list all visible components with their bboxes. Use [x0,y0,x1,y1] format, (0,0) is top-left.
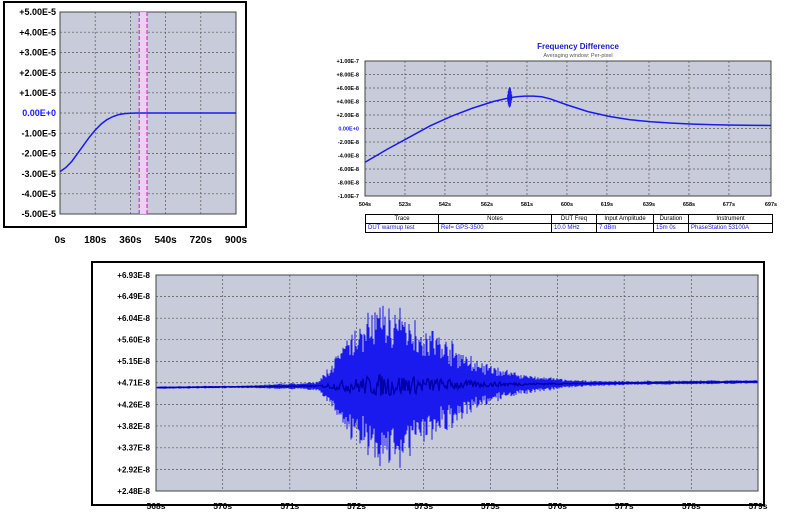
y-tick-label: -6.00E-8 [338,167,359,173]
trace-info-table: Trace Notes DUT Freq Input Amplitude Dur… [365,214,773,233]
y-tick-label: +1.00E-5 [19,88,56,98]
y-tick-label: +4.26E-8 [117,400,150,409]
info-header-duration: Duration [653,214,689,224]
info-notes: Ref= GPS-3500 [438,223,552,233]
x-tick-label: 572s [347,501,366,511]
y-tick-label: +2.00E-5 [19,68,56,78]
x-tick-label: 504s [359,202,371,208]
x-tick-label: 568s [147,501,166,511]
series-mean-line [156,373,758,397]
y-tick-label: +2.92E-8 [117,465,150,474]
y-tick-label: +6.00E-8 [337,86,359,92]
x-tick-label: 720s [190,235,213,246]
info-trace: DUT warmup test [365,223,439,233]
grid-lines [365,61,771,196]
chart-title: Frequency Difference [537,42,619,51]
info-data-row: DUT warmup test Ref= GPS-3500 10.0 MHz 7… [365,223,773,233]
y-tick-label: +1.00E-7 [337,59,359,65]
y-tick-label: 0.00E+0 [22,108,56,118]
y-tick-label: +5.15E-8 [117,357,150,366]
y-tick-label: +8.00E-8 [337,72,359,78]
chart-c2: +1.00E-7 +8.00E-8 +6.00E-8 +4.00E-8 +2.00E-8… [337,42,778,208]
y-tick-label: -8.00E-8 [338,180,359,186]
y-tick-label: -3.00E-5 [21,169,56,179]
x-tick-label: 542s [439,202,451,208]
x-tick-label: 576s [548,501,567,511]
y-tick-label: +5.00E-5 [19,7,56,17]
chart-c1: +5.00E-5 +4.00E-5 +3.00E-5 +2.00E-5 +1.00E-5… [3,1,248,246]
y-tick-label: +6.49E-8 [117,292,150,301]
info-header-trace: Trace [365,214,439,224]
x-tick-label: 639s [643,202,655,208]
info-header-row: Trace Notes DUT Freq Input Amplitude Dur… [365,214,773,224]
y-tick-label: +3.37E-8 [117,444,150,453]
x-tick-label: 619s [601,202,613,208]
x-tick-label: 571s [280,501,299,511]
info-input-amplitude: 7 dBm [596,223,654,233]
info-duration: 15m 0s [653,223,689,233]
x-tick-label: 523s [399,202,411,208]
y-tick-label: +4.00E-5 [19,27,56,37]
y-tick-label: -1.00E-7 [338,194,359,200]
info-instrument: PhaseStation 53100A [688,223,773,233]
info-header-notes: Notes [438,214,552,224]
x-tick-label: 579s [749,501,768,511]
x-tick-label: 0s [54,235,66,246]
y-tick-label: -1.00E-5 [21,128,56,138]
x-tick-label: 540s [154,235,177,246]
x-tick-label: 573s [414,501,433,511]
y-tick-label: -5.00E-5 [21,209,56,219]
x-tick-label: 180s [84,235,107,246]
y-tick-label: 0.00E+0 [338,126,359,132]
x-tick-label: 900s [225,235,248,246]
y-tick-label: +4.00E-8 [337,99,359,105]
x-tick-label: 562s [481,202,493,208]
y-tick-label: -2.00E-8 [338,140,359,146]
series-line [364,95,772,163]
series-line [59,112,236,173]
y-tick-label: -4.00E-5 [21,189,56,199]
x-tick-label: 600s [561,202,573,208]
info-header-input-amplitude: Input Amplitude [596,214,654,224]
y-tick-label: +4.71E-8 [117,379,150,388]
chart-subtitle: Averaging window: Per-pixel [543,53,612,59]
y-tick-label: +5.60E-8 [117,335,150,344]
chart-c3: +6.93E-8 +6.49E-8 +6.04E-8 +5.60E-8 +5.15E-8… [91,261,768,511]
y-tick-label: -2.00E-5 [21,149,56,159]
y-tick-label: +3.82E-8 [117,422,150,431]
x-tick-label: 677s [723,202,735,208]
y-tick-label: +2.00E-8 [337,113,359,119]
info-header-instrument: Instrument [688,214,773,224]
x-tick-label: 577s [615,501,634,511]
y-tick-label: +3.00E-5 [19,48,56,58]
y-tick-label: -4.00E-8 [338,153,359,159]
x-tick-label: 581s [521,202,533,208]
info-dut-freq: 10.0 MHz [551,223,597,233]
info-header-dut-freq: DUT Freq [551,214,597,224]
x-tick-label: 575s [481,501,500,511]
x-tick-label: 570s [213,501,232,511]
x-tick-label: 360s [119,235,142,246]
y-tick-label: +6.04E-8 [117,314,150,323]
y-tick-label: +2.48E-8 [117,487,150,496]
y-tick-label: +6.93E-8 [117,271,150,280]
x-tick-label: 658s [683,202,695,208]
x-tick-label: 697s [765,202,777,208]
series-burst [507,87,513,108]
x-tick-label: 578s [682,501,701,511]
